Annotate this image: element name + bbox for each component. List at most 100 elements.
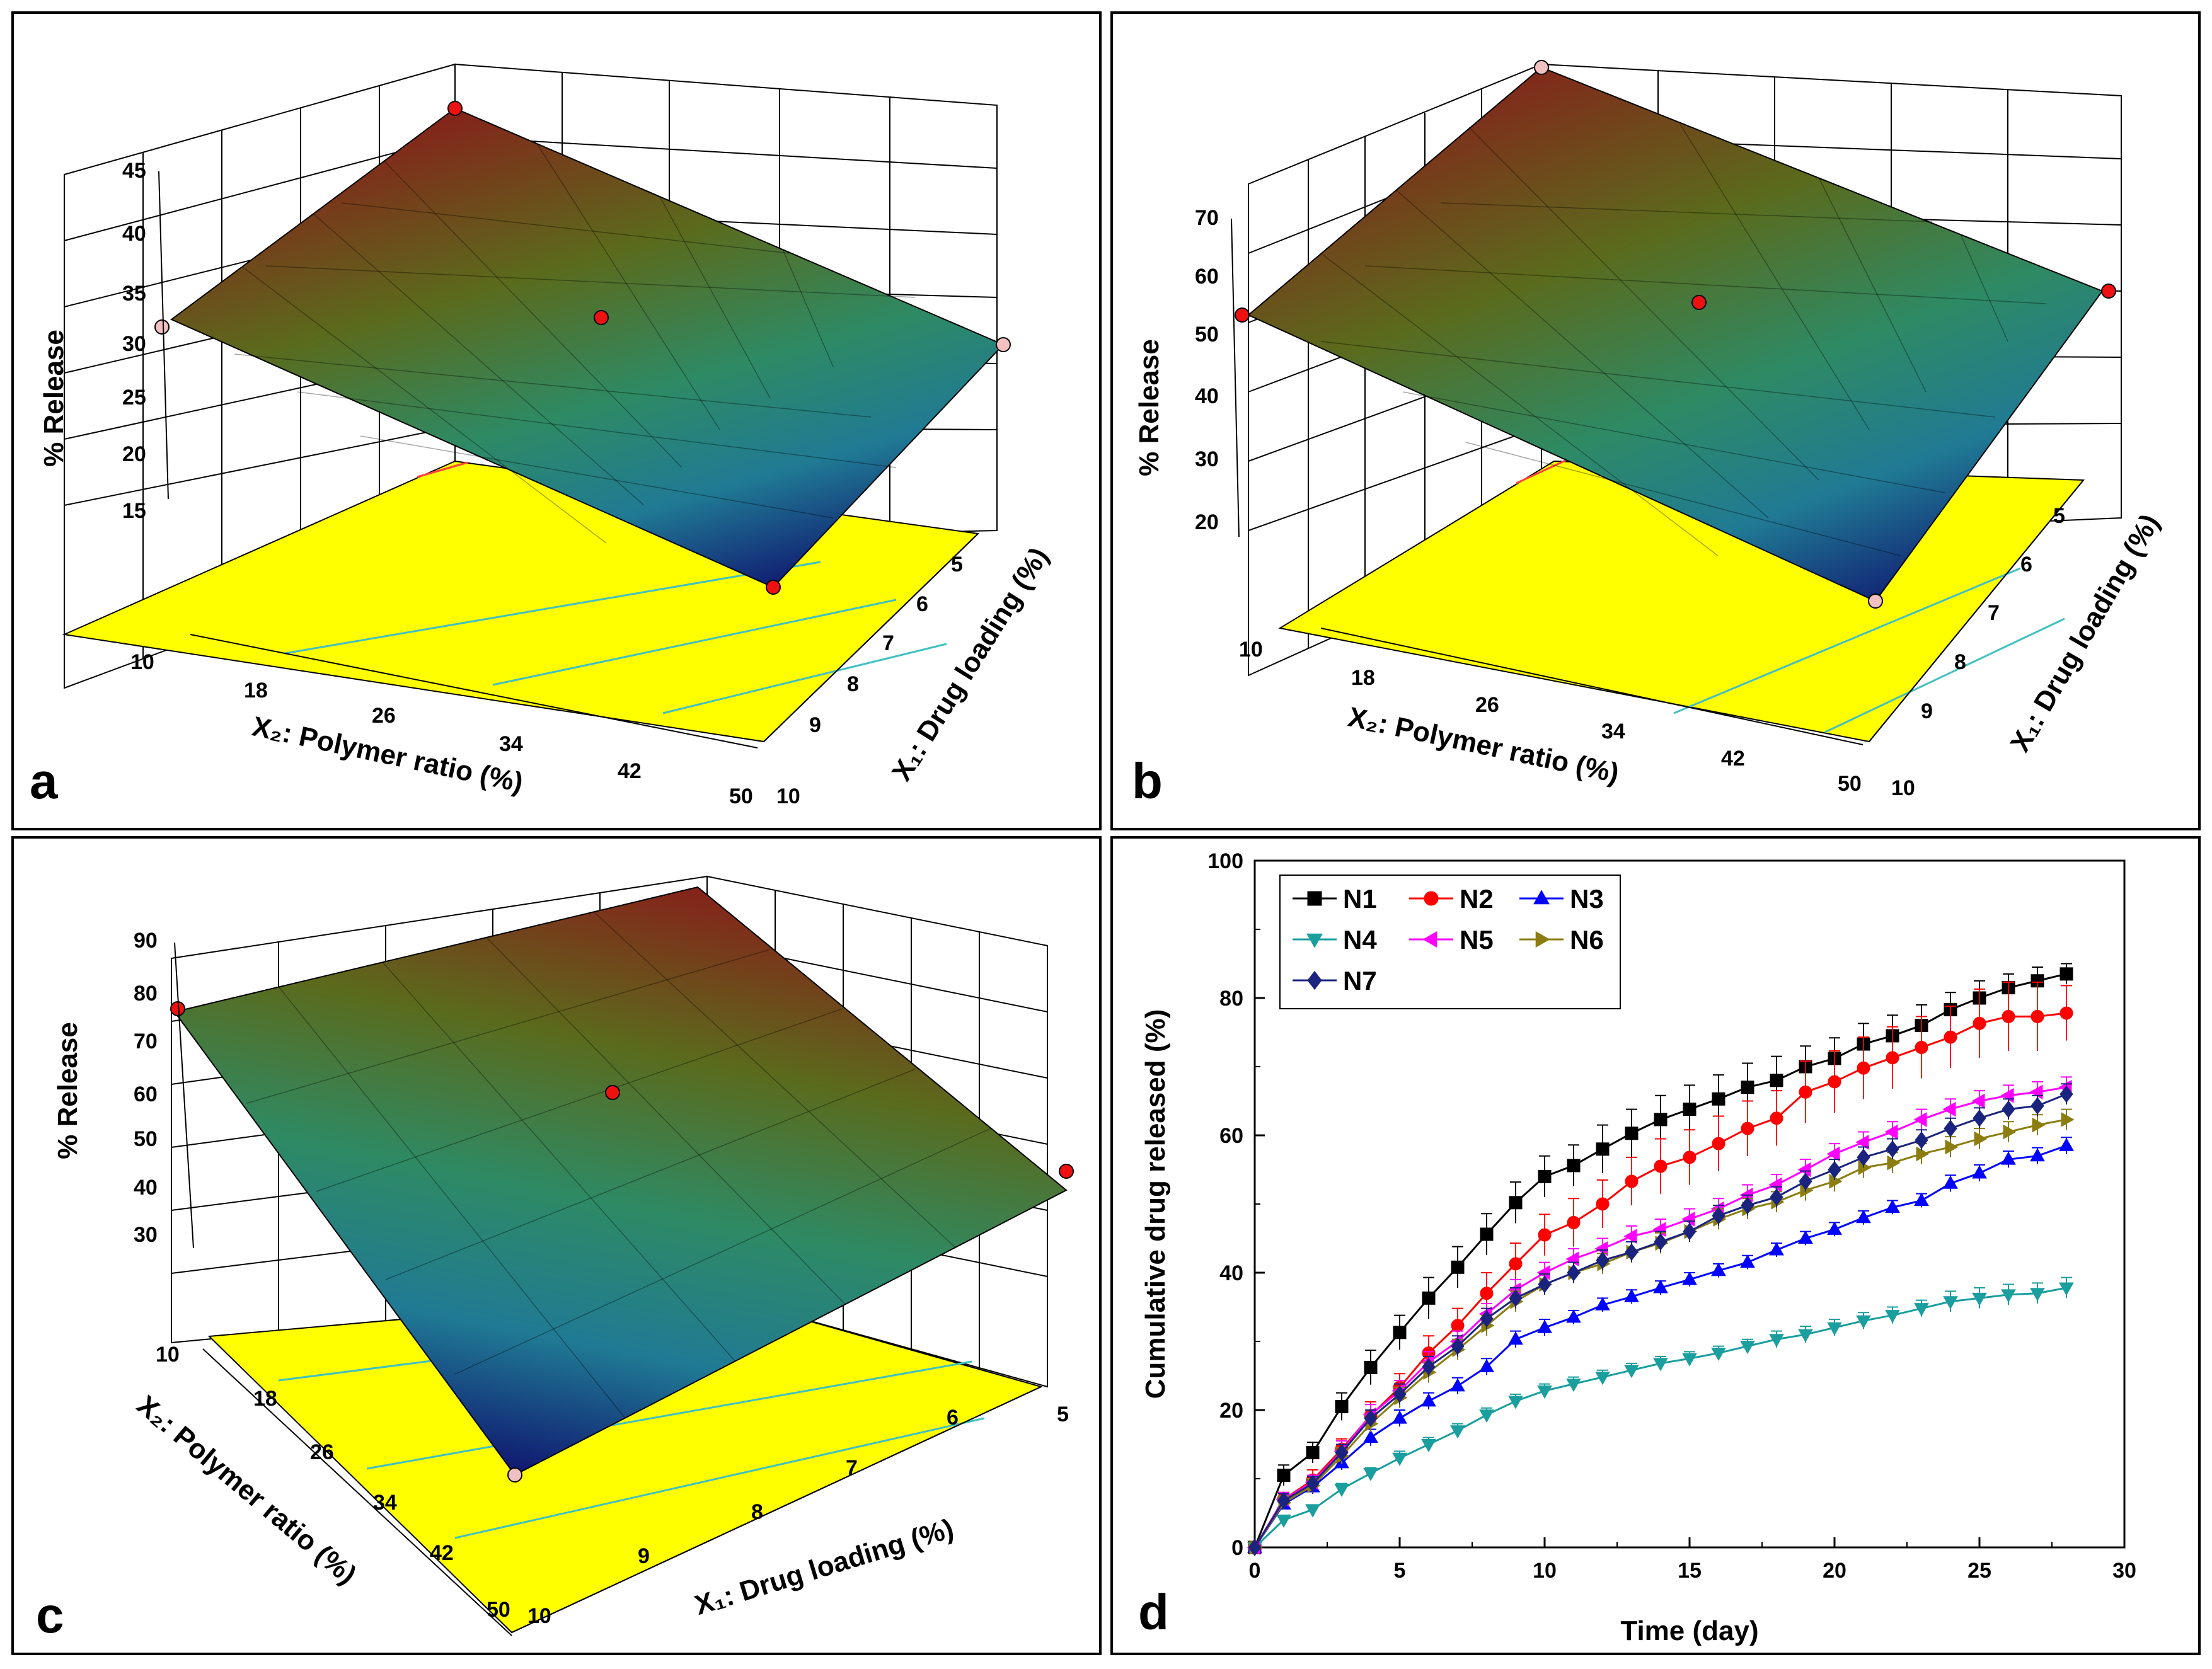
y-tick-label: 80: [1219, 987, 1243, 1011]
x2-tick: 10: [1239, 638, 1263, 662]
data-point-n2: [1770, 1111, 1783, 1125]
data-point-n4: [1624, 1365, 1639, 1379]
data-point-n2: [1683, 1150, 1696, 1164]
x1-tick: 9: [809, 713, 821, 737]
z-tick: 30: [134, 1223, 158, 1247]
z-tick: 30: [122, 332, 146, 356]
data-point-n7: [1886, 1140, 1899, 1158]
data-point-n4: [1653, 1358, 1668, 1372]
data-point-n7: [1741, 1196, 1754, 1215]
x1-tick: 6: [916, 592, 928, 616]
x1-tick: 9: [638, 1544, 650, 1568]
data-point-n1: [1625, 1127, 1639, 1140]
data-point-n5: [1942, 1101, 1956, 1117]
data-point-n3: [1508, 1331, 1523, 1345]
data-point-n7: [1712, 1207, 1725, 1225]
data-point-n4: [1276, 1514, 1291, 1528]
y-tick-label: 0: [1231, 1536, 1243, 1560]
y-tick-label: 20: [1219, 1399, 1243, 1423]
data-point-n4: [2059, 1282, 2074, 1296]
x1-tick: 6: [2020, 553, 2032, 576]
data-point-n2: [1944, 1030, 1957, 1044]
data-point-n2: [1451, 1319, 1465, 1333]
data-point-n1: [1422, 1291, 1436, 1305]
series-n4: [1247, 1276, 2074, 1556]
data-point-n5: [1536, 1265, 1550, 1280]
x2-tick: 18: [244, 679, 268, 703]
surface-mesh-b: [1320, 123, 2046, 556]
data-point-n2: [1915, 1040, 1928, 1054]
data-point-n6: [2061, 1112, 2075, 1127]
panel-d: 0 5 10 15 20 25 30 0 20 40 60 80 100 Time (day) Cumu…: [1110, 836, 2201, 1655]
data-point-n6: [2032, 1117, 2046, 1133]
design-points-b: [1235, 60, 2116, 609]
data-point-n4: [1421, 1439, 1436, 1453]
series-n1: [1248, 963, 2073, 1554]
data-point-n4: [1856, 1315, 1871, 1329]
z-tick: 40: [122, 222, 146, 246]
data-point-n7: [1306, 1474, 1320, 1493]
surface-plot-a: 45 40 35 30 25 20 15 % Release 10 18 26 …: [30, 63, 1054, 809]
data-point-n6: [1916, 1146, 1930, 1162]
data-point-n7: [1277, 1492, 1291, 1510]
legend-marker: [1533, 890, 1550, 905]
data-point-n2: [2059, 1006, 2073, 1020]
data-point-n1: [1451, 1260, 1465, 1274]
data-point-n3: [1624, 1288, 1639, 1302]
data-point-n7: [2031, 1097, 2044, 1115]
data-point-n2: [1741, 1121, 1754, 1135]
data-point-n1: [1683, 1103, 1696, 1116]
data-point-n1: [1335, 1400, 1349, 1414]
data-point-n5: [1768, 1177, 1782, 1193]
x1-tick: 10: [527, 1604, 551, 1628]
data-point-n7: [1625, 1243, 1639, 1261]
legend-marker: [1535, 931, 1550, 948]
data-point-n7: [2002, 1100, 2015, 1118]
y-axis-label: Cumulative drug released (%): [1140, 1009, 1171, 1399]
z-tick: 35: [122, 282, 146, 306]
x1-tick: 8: [847, 672, 859, 696]
data-point-n1: [1393, 1326, 1407, 1339]
x1-tick: 9: [1921, 699, 1933, 723]
data-point-n7: [1364, 1409, 1378, 1427]
z-tick: 70: [134, 1030, 158, 1053]
panel-label-b: b: [1132, 753, 1163, 809]
data-point-n1: [1596, 1142, 1610, 1156]
data-point-n6: [2003, 1124, 2017, 1140]
panel-label-a: a: [30, 753, 58, 809]
data-point-n3: [1537, 1319, 1552, 1333]
x2-tick: 26: [310, 1440, 334, 1464]
series-line-n1: [1253, 973, 2067, 1548]
release-chart: 0 5 10 15 20 25 30 0 20 40 60 80 100 Time (day) Cumu…: [1138, 849, 2136, 1646]
data-point-n4: [1914, 1303, 1929, 1317]
legend-label: N7: [1343, 966, 1377, 995]
data-point-n3: [1392, 1410, 1407, 1424]
z-axis-b: 70 60 50 40 30 20: [1195, 206, 1240, 537]
legend-marker: [1424, 891, 1439, 906]
data-point-n3: [2059, 1137, 2074, 1151]
legend-label: N2: [1460, 884, 1494, 914]
data-point-n5: [1913, 1112, 1927, 1127]
x1-tick: 5: [1057, 1402, 1069, 1426]
data-point-n2: [1625, 1174, 1639, 1188]
data-point-n3: [1740, 1254, 1755, 1268]
data-point-n5: [2000, 1087, 2014, 1103]
data-point-n1: [1712, 1092, 1725, 1106]
data-point-n1: [1364, 1360, 1378, 1374]
legend-label: N6: [1570, 925, 1604, 955]
data-point-n3: [1943, 1175, 1958, 1189]
data-point-n4: [1479, 1409, 1494, 1423]
data-point-n6: [1974, 1131, 1988, 1147]
x1-tick: 5: [951, 553, 963, 576]
data-point-n3: [1450, 1378, 1465, 1392]
z-axis-a: 45 40 35 30 25 20 15: [122, 159, 169, 523]
x2-tick: 18: [1351, 666, 1375, 690]
data-point-n3: [1595, 1297, 1610, 1311]
data-point-n7: [1799, 1173, 1812, 1190]
data-point-n3: [2030, 1148, 2045, 1162]
z-tick: 30: [1195, 447, 1219, 471]
x-tick-label: 10: [1533, 1559, 1557, 1583]
x-tick-label: 25: [1967, 1559, 1991, 1583]
data-point-n7: [2059, 1085, 2073, 1103]
data-point-n3: [1653, 1280, 1668, 1293]
